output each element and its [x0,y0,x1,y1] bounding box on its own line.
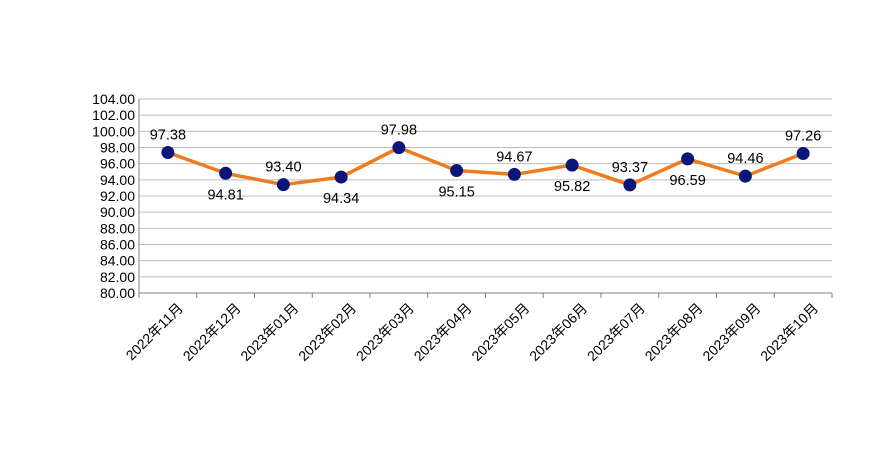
x-tick-label: 2023年10月 [757,300,821,364]
y-tick-label: 100.00 [92,123,135,139]
x-tick-label: 2023年04月 [411,300,475,364]
data-label: 96.59 [669,173,705,189]
data-label: 95.15 [438,185,474,201]
data-label: 97.98 [381,123,417,139]
y-tick-label: 94.00 [100,172,135,188]
x-tick-label: 2023年03月 [353,300,417,364]
y-tick-label: 88.00 [100,220,135,236]
series-line [167,145,804,187]
data-point [796,146,810,160]
data-label: 94.34 [323,191,359,207]
data-point [392,141,406,155]
data-point [565,158,579,172]
data-point [450,164,464,178]
y-axis-tick-labels: 80.0082.0084.0086.0088.0090.0092.0094.00… [92,91,135,301]
x-tick-label: 2023年07月 [584,300,648,364]
data-label: 94.67 [496,149,532,165]
data-label: 94.46 [727,151,763,167]
data-point [276,178,290,192]
data-point [161,146,175,160]
x-tick-label: 2023年09月 [699,300,763,364]
x-tick-label: 2022年11月 [123,300,186,363]
y-tick-label: 102.00 [92,107,135,123]
x-tick-label: 2023年06月 [526,300,590,364]
data-label: 97.38 [150,128,186,144]
data-point [738,169,752,183]
data-point [507,167,521,181]
y-tick-label: 86.00 [100,237,135,253]
data-label: 95.82 [554,179,590,195]
data-labels: 97.38 94.81 93.40 94.34 97.98 95.15 94.67 95.82… [150,123,822,207]
y-tick-label: 92.00 [100,188,135,204]
y-tick-label: 82.00 [100,269,135,285]
x-tick-label: 2022年12月 [180,300,244,364]
data-label: 97.26 [785,128,821,144]
data-label: 93.37 [612,160,648,176]
y-tick-label: 84.00 [100,253,135,269]
y-tick-label: 90.00 [100,204,135,220]
data-point [219,166,233,180]
data-point [681,152,695,166]
data-label: 93.40 [265,160,301,176]
x-tick-label: 2023年01月 [237,300,301,364]
y-tick-label: 80.00 [100,285,135,301]
x-tick-label: 2023年08月 [642,300,706,364]
series-1 [161,141,810,192]
x-axis-tick-labels: 2022年11月2022年12月2023年01月2023年02月2023年03月… [123,300,822,364]
x-tick-label: 2023年05月 [468,300,532,364]
x-tick-label: 2023年02月 [295,300,359,364]
data-point [334,170,348,184]
y-tick-label: 96.00 [100,156,135,172]
data-label: 94.81 [207,187,243,203]
y-tick-label: 104.00 [92,91,135,107]
data-point [623,178,637,192]
grid-lines [138,98,833,298]
y-tick-label: 98.00 [100,140,135,156]
